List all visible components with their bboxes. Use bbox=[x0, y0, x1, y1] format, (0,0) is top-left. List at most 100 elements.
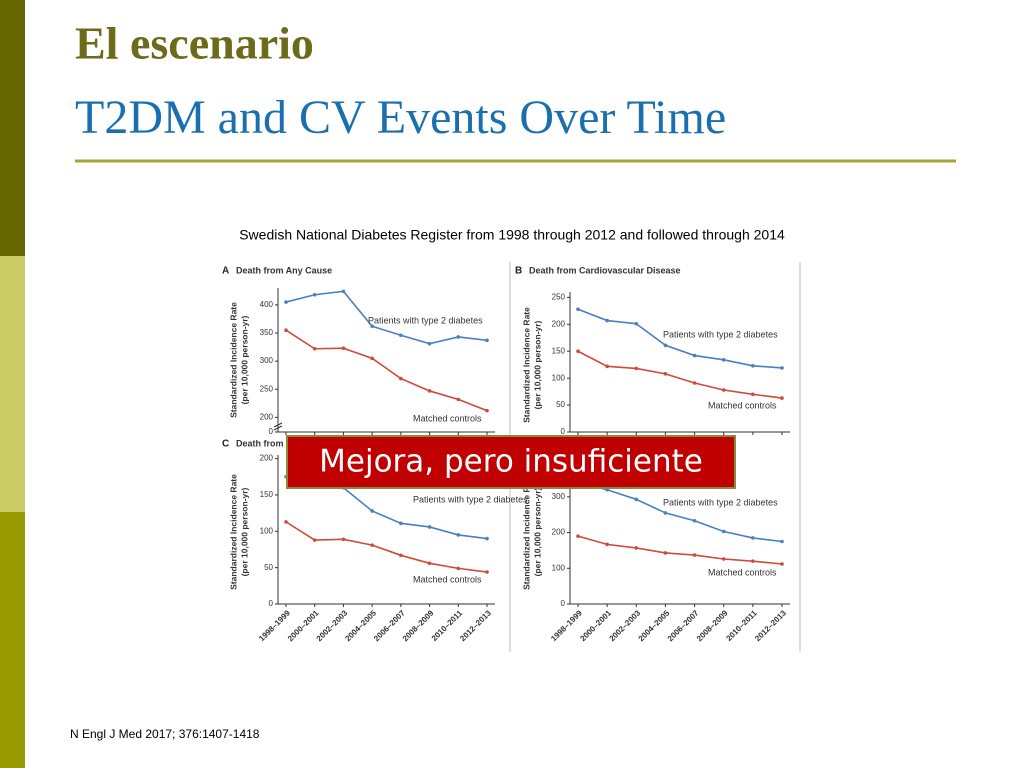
y-axis-label: Standardized Incidence Rate bbox=[521, 307, 531, 423]
y-tick-label: 250 bbox=[260, 384, 274, 393]
y-tick-label: 250 bbox=[552, 292, 566, 301]
y-tick-label: 50 bbox=[264, 563, 273, 572]
y-tick-label: 150 bbox=[260, 490, 274, 499]
y-tick-label: 100 bbox=[552, 563, 566, 572]
data-point bbox=[576, 349, 580, 354]
data-point bbox=[634, 366, 639, 371]
data-point bbox=[692, 381, 697, 385]
y-axis-label: Standardized Incidence Rate bbox=[521, 474, 531, 590]
data-point bbox=[284, 300, 288, 304]
data-point bbox=[485, 570, 489, 574]
sidebar-middle bbox=[0, 256, 25, 512]
data-point bbox=[399, 376, 403, 381]
data-point bbox=[312, 346, 317, 351]
data-point bbox=[692, 353, 697, 358]
data-line bbox=[577, 350, 783, 399]
y-tick-label: 0 bbox=[269, 599, 274, 608]
y-axis-label: Standardized Incidence Rate bbox=[228, 474, 238, 590]
y-tick-label: 350 bbox=[260, 328, 274, 337]
data-point bbox=[780, 396, 784, 400]
data-point bbox=[456, 566, 461, 571]
y-tick-label: 200 bbox=[552, 319, 566, 328]
data-point bbox=[780, 539, 784, 544]
annotation: Patients with type 2 diabetes bbox=[368, 315, 483, 325]
annotation: Matched controls bbox=[413, 413, 482, 423]
data-line bbox=[577, 535, 783, 565]
data-point bbox=[427, 341, 432, 346]
data-point bbox=[721, 388, 726, 392]
annotation: Matched controls bbox=[708, 400, 777, 410]
annotation: Patients with type 2 diabetes bbox=[663, 497, 778, 507]
data-point bbox=[427, 525, 432, 529]
axis-break bbox=[273, 422, 283, 431]
data-point bbox=[692, 553, 697, 557]
data-point bbox=[456, 335, 461, 339]
callout-text: Mejora, pero insuficiente bbox=[319, 444, 703, 480]
data-point bbox=[634, 497, 639, 502]
y-tick-label: 300 bbox=[260, 356, 274, 365]
data-point bbox=[284, 328, 288, 332]
data-point bbox=[780, 562, 784, 566]
data-line bbox=[285, 329, 488, 412]
data-point bbox=[341, 289, 346, 294]
y-tick-label: 50 bbox=[556, 400, 565, 409]
slide-subtitle: T2DM and CV Events Over Time bbox=[75, 91, 726, 144]
callout-group: Mejora, pero insuficiente bbox=[286, 435, 736, 489]
y-tick-label: 0 bbox=[269, 427, 274, 436]
y-axis-label: (per 10,000 person-yr) bbox=[532, 487, 542, 576]
x-tick-label: 2012–2013 bbox=[458, 608, 493, 643]
data-point bbox=[370, 543, 374, 547]
y-tick-label: 300 bbox=[552, 492, 566, 501]
callout-box bbox=[286, 435, 736, 489]
y-tick-label: 200 bbox=[260, 454, 274, 463]
panel-letter: A bbox=[222, 266, 229, 277]
data-point bbox=[456, 533, 461, 537]
data-point bbox=[370, 509, 374, 513]
data-point bbox=[399, 333, 403, 338]
data-point bbox=[780, 366, 784, 370]
panel-letter: B bbox=[515, 266, 522, 277]
data-point bbox=[485, 338, 489, 343]
y-tick-label: 100 bbox=[552, 373, 566, 382]
y-tick-label: 0 bbox=[561, 427, 566, 436]
y-tick-label: 200 bbox=[552, 528, 566, 537]
y-axis-label: (per 10,000 person-yr) bbox=[239, 487, 249, 576]
data-point bbox=[663, 511, 668, 515]
data-point bbox=[370, 324, 374, 329]
data-point bbox=[399, 553, 403, 558]
annotation: Matched controls bbox=[708, 567, 777, 577]
data-point bbox=[721, 529, 726, 534]
data-line bbox=[285, 521, 488, 573]
y-tick-label: 200 bbox=[260, 412, 274, 421]
data-point bbox=[576, 534, 580, 538]
y-axis-label: Standardized Incidence Rate bbox=[228, 302, 238, 418]
y-tick-label: 0 bbox=[561, 599, 566, 608]
sidebar-top bbox=[0, 0, 25, 256]
data-point bbox=[605, 364, 609, 369]
data-point bbox=[663, 343, 668, 348]
y-axis-label: (per 10,000 person-yr) bbox=[532, 320, 542, 409]
data-line bbox=[577, 481, 783, 543]
data-point bbox=[485, 536, 489, 541]
data-point bbox=[692, 518, 697, 523]
panel-title: Death from Cardiovascular Disease bbox=[529, 265, 681, 275]
y-tick-label: 100 bbox=[260, 526, 274, 535]
annotation: Patients with type 2 diabetes bbox=[413, 494, 528, 504]
data-point bbox=[751, 363, 755, 368]
data-point bbox=[634, 546, 639, 550]
data-point bbox=[456, 397, 461, 402]
data-point bbox=[312, 538, 317, 542]
y-tick-label: 400 bbox=[260, 300, 274, 309]
data-point bbox=[663, 551, 668, 555]
panel-title: Death from bbox=[236, 438, 284, 448]
data-point bbox=[576, 307, 580, 312]
data-point bbox=[605, 542, 609, 547]
source-note: Swedish National Diabetes Register from … bbox=[239, 227, 785, 243]
y-tick-label: 150 bbox=[552, 346, 566, 355]
citation: N Engl J Med 2017; 376:1407-1418 bbox=[70, 727, 260, 741]
data-point bbox=[284, 520, 288, 524]
data-point bbox=[312, 292, 317, 297]
sidebar-bottom bbox=[0, 512, 25, 768]
data-point bbox=[634, 321, 639, 326]
